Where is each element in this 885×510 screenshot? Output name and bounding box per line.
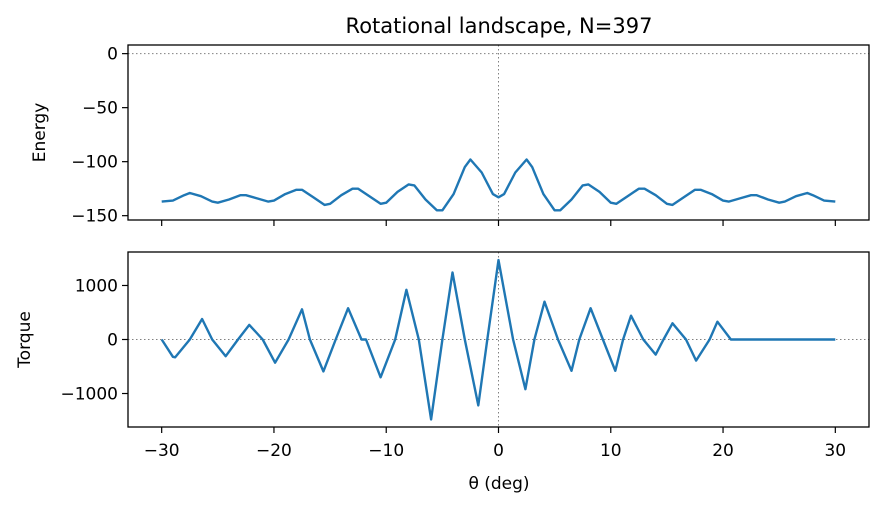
torque-series-line [160, 258, 836, 421]
energy-y-tick-label: −50 [82, 99, 118, 119]
x-axis-label: θ (deg) [468, 474, 529, 494]
torque-y-axis-label: Torque [15, 311, 35, 369]
x-tick-label: 0 [493, 441, 504, 461]
energy-y-tick-label: −100 [71, 153, 118, 173]
x-tick-label: 30 [824, 441, 846, 461]
energy-series-line [161, 158, 836, 212]
x-tick-label: −20 [256, 441, 292, 461]
x-tick-label: 20 [712, 441, 734, 461]
energy-y-axis-label: Energy [30, 103, 50, 163]
torque-y-tick-label: 0 [107, 331, 118, 351]
torque-panel: 1000 0 −1000 −30 −20 −10 0 10 20 30 Torque [15, 251, 870, 461]
x-tick-label: −10 [368, 441, 404, 461]
energy-y-tick-label: 0 [107, 45, 118, 65]
torque-y-tick-label: 1000 [75, 276, 118, 296]
energy-y-tick-label: −150 [71, 207, 118, 227]
x-tick-label: 10 [600, 441, 622, 461]
chart-title: Rotational landscape, N=397 [346, 14, 653, 38]
x-tick-label: −30 [144, 441, 180, 461]
torque-y-tick-label: −1000 [60, 385, 118, 405]
energy-panel: 0 −50 −100 −150 Energy [30, 44, 870, 227]
